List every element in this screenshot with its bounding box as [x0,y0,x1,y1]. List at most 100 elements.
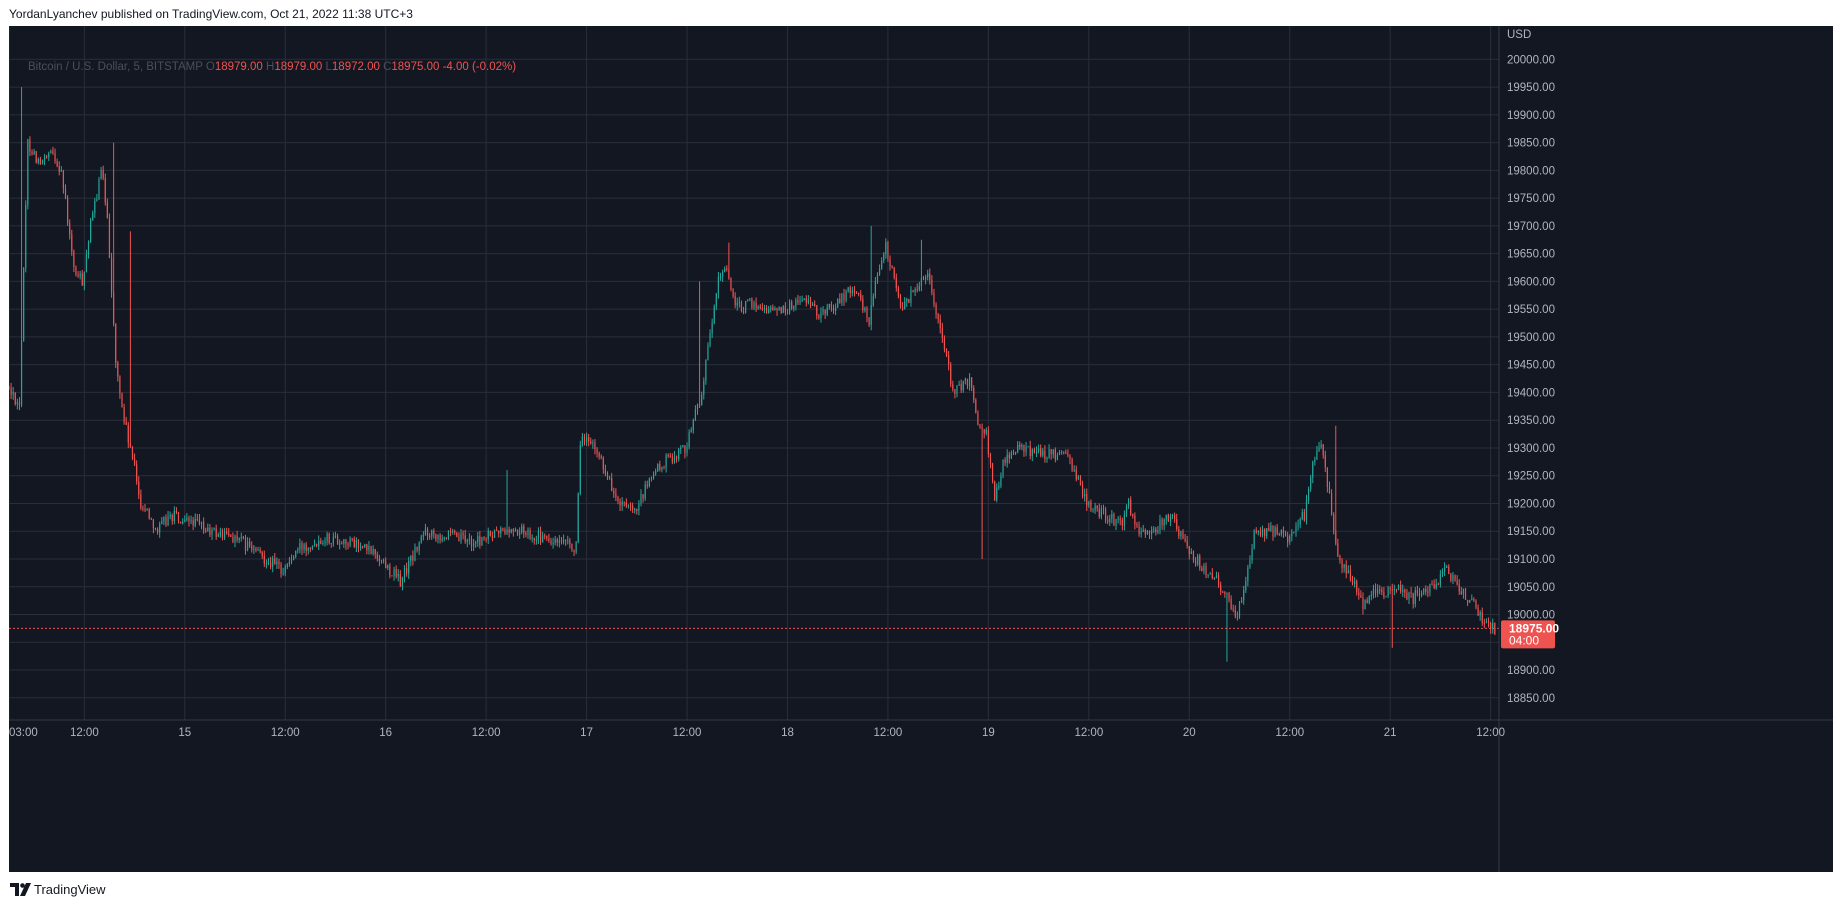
candle-body [1381,589,1383,592]
candle-body [826,307,828,315]
candle-body [937,314,939,320]
candle-body [94,200,96,214]
candle-body [336,535,339,545]
candle-body [906,299,908,302]
candle-body [1483,622,1485,624]
symbol-name[interactable]: Bitcoin / U.S. Dollar, 5, BITSTAMP [28,61,203,73]
candle-body [1142,529,1144,532]
candle-body [77,275,79,277]
candle-body [230,535,232,537]
time-tick-label: 20 [1183,727,1196,739]
price-axis[interactable]: USD 18850.0018900.0018950.0019000.001905… [1507,29,1555,705]
price-tick-label: 19700.00 [1507,221,1555,233]
candlestick-chart[interactable]: USD 18850.0018900.0018950.0019000.001905… [9,26,1833,872]
candle-body [560,540,563,543]
candle-body [1119,518,1121,520]
candle-body [232,536,234,542]
candle-body [954,389,956,394]
candle-body [198,519,201,525]
candle-body [1230,599,1232,609]
close-value: 18975.00 [391,61,440,73]
candle-body [31,151,33,155]
candle-body [715,293,717,307]
candle-body [14,392,16,405]
candle-body [858,292,860,295]
candle-body [39,158,41,164]
candle-body [1458,584,1460,592]
candle-body [876,275,879,282]
candle-body [962,380,964,391]
candle-body [1437,584,1439,586]
price-tick-label: 19550.00 [1507,304,1555,316]
candle-body [579,445,581,494]
candle-body [27,139,29,206]
candle-body [981,427,983,430]
candle-body [445,537,447,539]
candle-body [1492,622,1494,630]
candle-body [843,293,845,301]
candle-body [925,276,927,280]
time-axis[interactable]: 03:00 12:00 15 12:00 16 12:00 17 12:00 18 12:00 19… [9,727,1505,739]
candle-body [1307,489,1310,501]
candle-body [483,537,485,539]
candle-body [523,526,525,534]
candle-body [958,383,960,386]
candle-body [1132,514,1134,516]
candle-body [1075,469,1077,480]
price-tick-label: 19650.00 [1507,249,1555,261]
candle-body [48,153,50,157]
candle-body [1163,519,1165,526]
candle-body [334,535,337,538]
candle-body [284,567,286,574]
candle-body [1115,519,1117,526]
candle-body [797,300,799,303]
candle-body [678,449,680,460]
candle-body [979,424,981,428]
candle-body [472,543,475,547]
candle-body [1090,501,1092,511]
candle-body [1000,475,1002,487]
candle-body [1050,449,1052,455]
candle-body [127,424,129,443]
chart-pane[interactable]: USD 18850.0018900.0018950.0019000.001905… [9,26,1833,872]
candle-body [765,307,768,314]
candle-body [1456,580,1458,585]
candle-body [625,502,627,507]
candle-body [1289,536,1291,543]
candle-body [1044,450,1046,460]
candle-body [694,409,697,421]
candle-body [753,302,755,308]
candle-body [1425,588,1427,592]
candle-body [621,501,623,506]
candle-body [211,529,213,535]
candle-body [75,266,77,276]
candle-body [98,179,100,200]
candle-body [583,436,586,443]
candle-body [1180,531,1182,537]
candle-body [1140,531,1142,534]
candle-body [956,385,958,394]
candle-body [1088,501,1090,506]
candle-body [1226,593,1228,595]
candle-body [1104,509,1107,521]
candle-body [648,478,650,487]
candle-body [359,546,362,548]
candle-body [257,549,259,551]
candle-body [374,549,376,555]
candle-body [650,478,653,480]
candle-body [696,404,699,410]
candle-body [313,544,316,547]
candle-body [1272,525,1274,537]
candle-body [692,420,694,431]
candle-body [246,541,249,551]
candle-body [778,307,780,311]
time-tick-label: 21 [1384,727,1397,739]
candle-body [500,528,502,534]
candle-body [175,510,178,513]
candle-body [1253,530,1255,549]
candle-body [671,456,673,463]
price-tick-label: 19450.00 [1507,360,1555,372]
close-key: C [383,61,392,73]
candle-body [251,545,253,550]
candle-body [1377,589,1379,594]
